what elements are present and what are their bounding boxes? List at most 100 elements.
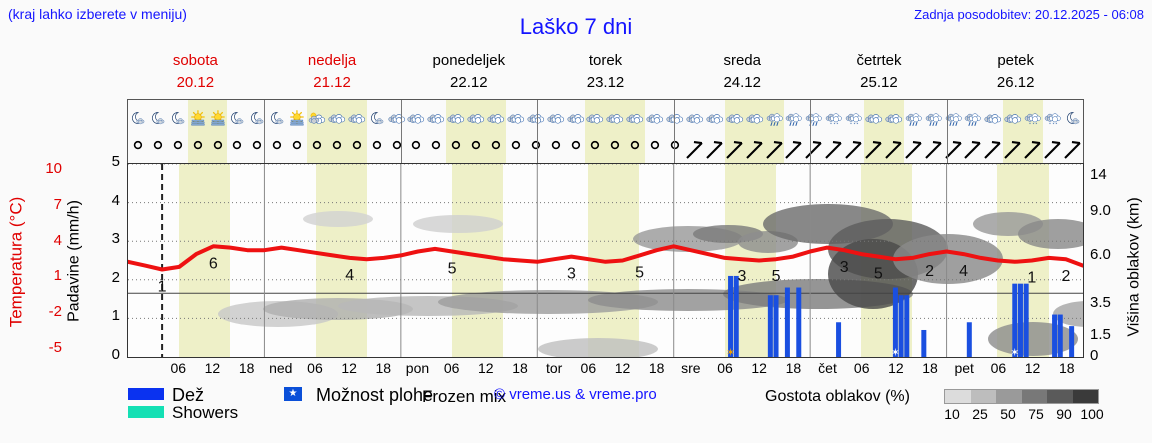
precip-bar <box>1052 314 1058 357</box>
wind-barb-strip <box>127 137 1084 163</box>
day-separator <box>537 137 539 163</box>
x-axis-tick: 12 <box>751 360 767 376</box>
wind-calm-icon <box>387 137 407 163</box>
cloud-density-gradient-bar <box>944 389 1099 404</box>
wind-barb-icon <box>744 137 765 163</box>
wind-calm-icon <box>128 137 148 163</box>
wind-calm-icon <box>605 137 626 163</box>
cloud-icon <box>983 100 1003 137</box>
legend-frozenmix-label: Frozen mix <box>422 387 507 406</box>
x-axis-tick: 12 <box>204 360 221 376</box>
moon-icon <box>168 100 188 137</box>
x-axis-tick-row: 06 12 18 ned 06 12 18 pon 06 12 18 tor 06 12 18 sre 06 12… <box>127 360 1084 382</box>
cloud-density-tick: 100 <box>1080 406 1104 422</box>
day-name: sobota <box>172 52 218 69</box>
temperature-value-label: 5 <box>635 264 644 281</box>
wind-calm-icon <box>406 137 426 163</box>
precip-bar <box>1023 283 1029 357</box>
temperature-tick: -2 <box>48 303 62 321</box>
day-header-row: sobota 20.12 nedelja 21.12 ponedeljek 22.12 to… <box>127 50 1084 98</box>
wind-calm-icon <box>526 137 546 163</box>
precip-bar <box>904 295 910 357</box>
cloud-sun-icon <box>307 100 327 137</box>
moon-icon <box>128 100 148 137</box>
day-separator <box>946 137 948 163</box>
x-axis-tick: pet <box>954 360 974 376</box>
day-separator <box>810 100 812 137</box>
day-date: 26.12 <box>996 73 1035 91</box>
temperature-value-label: 2 <box>1061 268 1070 285</box>
forecast-plot[interactable]: ✶ ✶ ✶ 1 6 4 5 3 5 3 5 3 5 2 4 1 2 <box>127 163 1084 358</box>
wind-barb-icon <box>944 137 964 163</box>
cloud-rain-icon <box>944 100 964 137</box>
wind-barb-icon <box>784 137 804 163</box>
moon-icon <box>367 100 387 137</box>
x-axis-tick: 18 <box>785 360 802 376</box>
cloud-rain-icon <box>784 100 804 137</box>
wind-barb-icon <box>1023 137 1043 163</box>
cloud-icon <box>685 100 705 137</box>
wind-calm-icon <box>625 137 646 163</box>
precip-bar <box>773 295 779 357</box>
day-header-nedelja: nedelja 21.12 <box>264 50 401 98</box>
svg-text:*: * <box>1029 121 1031 126</box>
day-separator <box>264 100 266 137</box>
legend-chance-label: Možnost plohe <box>316 385 434 405</box>
precip-type-marker: ✶ <box>891 347 900 357</box>
copyright-link[interactable]: © vreme.us & vreme.pro <box>494 386 657 403</box>
temperature-tick: 10 <box>45 160 62 177</box>
precip-bar <box>1017 283 1023 357</box>
legend-rain-label: Dež <box>172 385 205 405</box>
temperature-value-label: 3 <box>840 259 849 276</box>
precip-type-marker: ✶ <box>1010 347 1019 357</box>
cloud-icon <box>883 100 904 137</box>
wind-calm-icon <box>307 137 327 163</box>
cloudheight-tick: 9.0 <box>1090 202 1111 219</box>
wind-calm-icon <box>148 137 168 163</box>
day-name: nedelja <box>307 52 357 69</box>
wind-calm-icon <box>207 137 228 163</box>
moon-icon <box>148 100 168 137</box>
wind-barb-icon <box>924 137 944 163</box>
day-header-sobota: sobota 20.12 <box>127 50 264 98</box>
precip-bar <box>1057 314 1063 357</box>
cloud-icon <box>724 100 745 137</box>
cloud-icon <box>1003 100 1024 137</box>
cloud-icon <box>326 100 347 137</box>
precip-bar <box>966 322 972 357</box>
svg-text:*: * <box>837 121 839 126</box>
day-date: 23.12 <box>586 73 625 91</box>
precip-bar <box>733 275 739 357</box>
cloudheight-tick: 1.5 <box>1090 326 1111 343</box>
temperature-tick: 1 <box>53 267 62 285</box>
wind-calm-icon <box>566 137 586 163</box>
cloud-icon <box>387 100 407 137</box>
cloud-icon <box>426 100 446 137</box>
cloud-density-field <box>218 204 1083 357</box>
x-axis-tick: 12 <box>614 360 631 376</box>
moon-icon <box>1063 100 1083 137</box>
day-date: 22.12 <box>450 73 488 91</box>
x-axis-tick: 18 <box>1058 360 1075 376</box>
page-title: Laško 7 dni <box>519 14 633 39</box>
wind-barb-icon <box>824 137 844 163</box>
cloud-icon <box>346 100 367 137</box>
location-menu-note[interactable]: (kraj lahko izberete v meniju) <box>8 6 187 22</box>
svg-text:*: * <box>857 121 859 126</box>
day-name: četrtek <box>856 52 902 69</box>
temperature-value-label: 5 <box>874 266 883 283</box>
wind-barb-icon <box>1003 137 1024 163</box>
temperature-point-labels: 1 6 4 5 3 5 3 5 3 5 2 4 1 2 <box>158 255 1071 295</box>
precip-bar <box>784 287 790 357</box>
cloud-icon <box>645 100 665 137</box>
svg-text:*: * <box>1049 121 1051 126</box>
x-axis-tick: 12 <box>888 360 904 376</box>
x-axis-tick: 18 <box>922 360 938 376</box>
x-axis-tick: čet <box>818 360 837 376</box>
wind-calm-icon <box>346 137 367 163</box>
day-date: 20.12 <box>176 73 215 91</box>
wind-calm-icon <box>446 137 467 163</box>
wind-barb-icon <box>963 137 983 163</box>
svg-text:*: * <box>854 121 856 126</box>
x-axis-tick: 06 <box>170 360 187 376</box>
